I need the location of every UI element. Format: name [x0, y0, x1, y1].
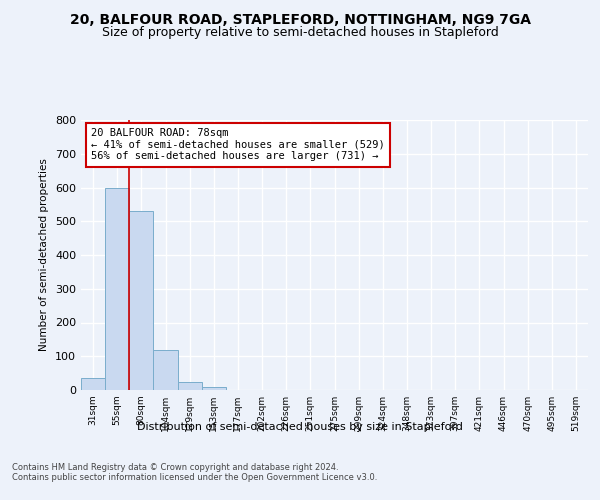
Text: Distribution of semi-detached houses by size in Stapleford: Distribution of semi-detached houses by …	[137, 422, 463, 432]
Bar	[178, 382, 202, 390]
Text: Size of property relative to semi-detached houses in Stapleford: Size of property relative to semi-detach…	[101, 26, 499, 39]
Bar	[105, 188, 129, 390]
Text: 20, BALFOUR ROAD, STAPLEFORD, NOTTINGHAM, NG9 7GA: 20, BALFOUR ROAD, STAPLEFORD, NOTTINGHAM…	[70, 12, 530, 26]
Bar	[129, 212, 154, 390]
Text: 20 BALFOUR ROAD: 78sqm
← 41% of semi-detached houses are smaller (529)
56% of se: 20 BALFOUR ROAD: 78sqm ← 41% of semi-det…	[91, 128, 385, 162]
Y-axis label: Number of semi-detached properties: Number of semi-detached properties	[40, 158, 49, 352]
Bar	[81, 378, 105, 390]
Bar	[202, 388, 226, 390]
Bar	[154, 350, 178, 390]
Text: Contains HM Land Registry data © Crown copyright and database right 2024.
Contai: Contains HM Land Registry data © Crown c…	[12, 462, 377, 482]
